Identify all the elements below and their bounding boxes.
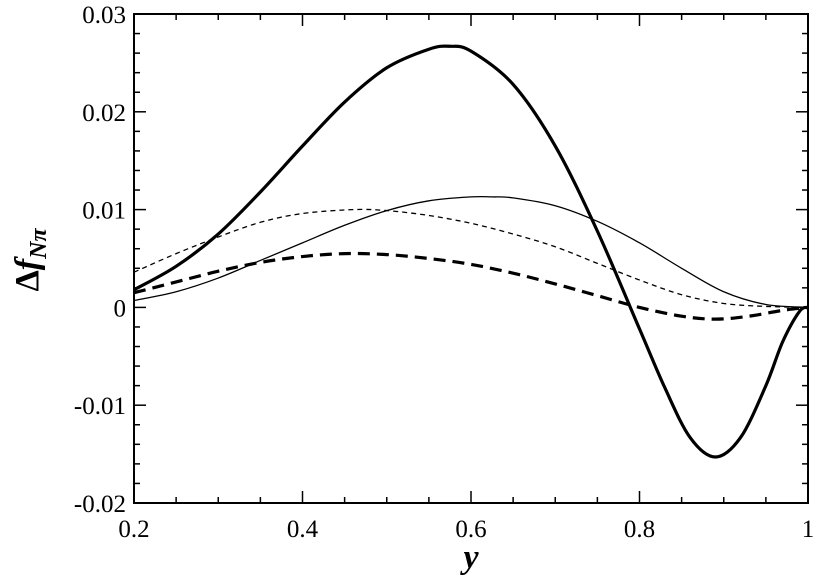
x-tick-label: 0.2 — [118, 516, 149, 543]
series-thick-solid-line — [133, 44, 809, 459]
ticks-layer — [133, 13, 809, 504]
y-tick-label: 0 — [114, 295, 127, 322]
y-tick-label: -0.01 — [74, 393, 126, 420]
tick-labels: 0.2 0.4 0.6 0.8 1 -0.02 -0.01 0 0.01 0.02 0.03 — [74, 2, 814, 543]
x-tick-label: 0.4 — [287, 516, 319, 543]
x-tick-label: 1 — [802, 516, 815, 543]
x-tick-label: 0.8 — [624, 516, 655, 543]
y-tick-label: 0.02 — [82, 100, 126, 127]
y-tick-label: -0.02 — [74, 491, 126, 518]
x-tick-label: 0.6 — [455, 516, 486, 543]
y-axis-title-main: f — [9, 255, 46, 270]
y-tick-label: 0.03 — [82, 2, 126, 29]
plot-frame — [133, 13, 809, 504]
x-axis-title: y — [459, 539, 479, 575]
y-axis-title: ΔfNπ — [9, 228, 52, 292]
series-thin-dashed-line — [133, 208, 809, 309]
series-layer — [133, 44, 809, 459]
series-thick-dashed-line — [133, 251, 809, 321]
y-axis-title-subscript: Nπ — [26, 228, 52, 260]
y-tick-label: 0.01 — [82, 198, 126, 225]
series-thin-solid-line — [133, 195, 809, 309]
y-axis-title-symbol: Δ — [9, 270, 46, 291]
